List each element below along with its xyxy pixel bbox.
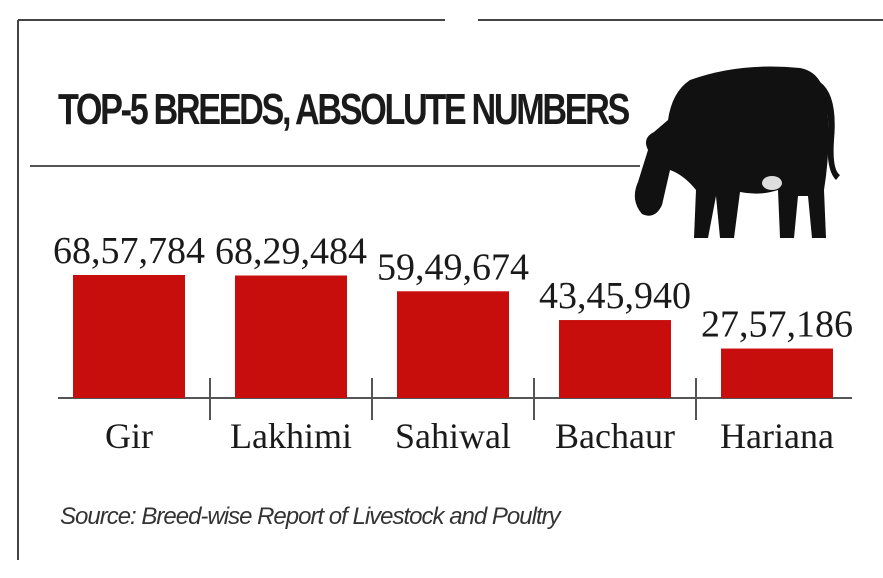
x-tick-label: Sahiwal [395, 416, 511, 456]
value-label: 59,49,674 [377, 246, 529, 288]
x-tick-label: Hariana [720, 416, 834, 456]
x-tick-label: Gir [105, 416, 153, 456]
bar [721, 348, 833, 398]
value-label: 27,57,186 [701, 304, 853, 346]
value-label: 43,45,940 [539, 275, 691, 317]
bar [397, 291, 509, 398]
source-note: Source: Breed-wise Report of Livestock a… [60, 503, 563, 530]
x-tick-label: Bachaur [555, 416, 675, 456]
value-label: 68,29,484 [215, 231, 367, 273]
bar [235, 275, 347, 398]
value-label: 68,57,784 [53, 230, 205, 272]
chart-title: TOP-5 BREEDS, ABSOLUTE NUMBERS [58, 85, 629, 134]
bar [73, 275, 185, 398]
x-tick-label: Lakhimi [230, 416, 352, 456]
bar [559, 320, 671, 398]
cow-icon [634, 66, 840, 238]
